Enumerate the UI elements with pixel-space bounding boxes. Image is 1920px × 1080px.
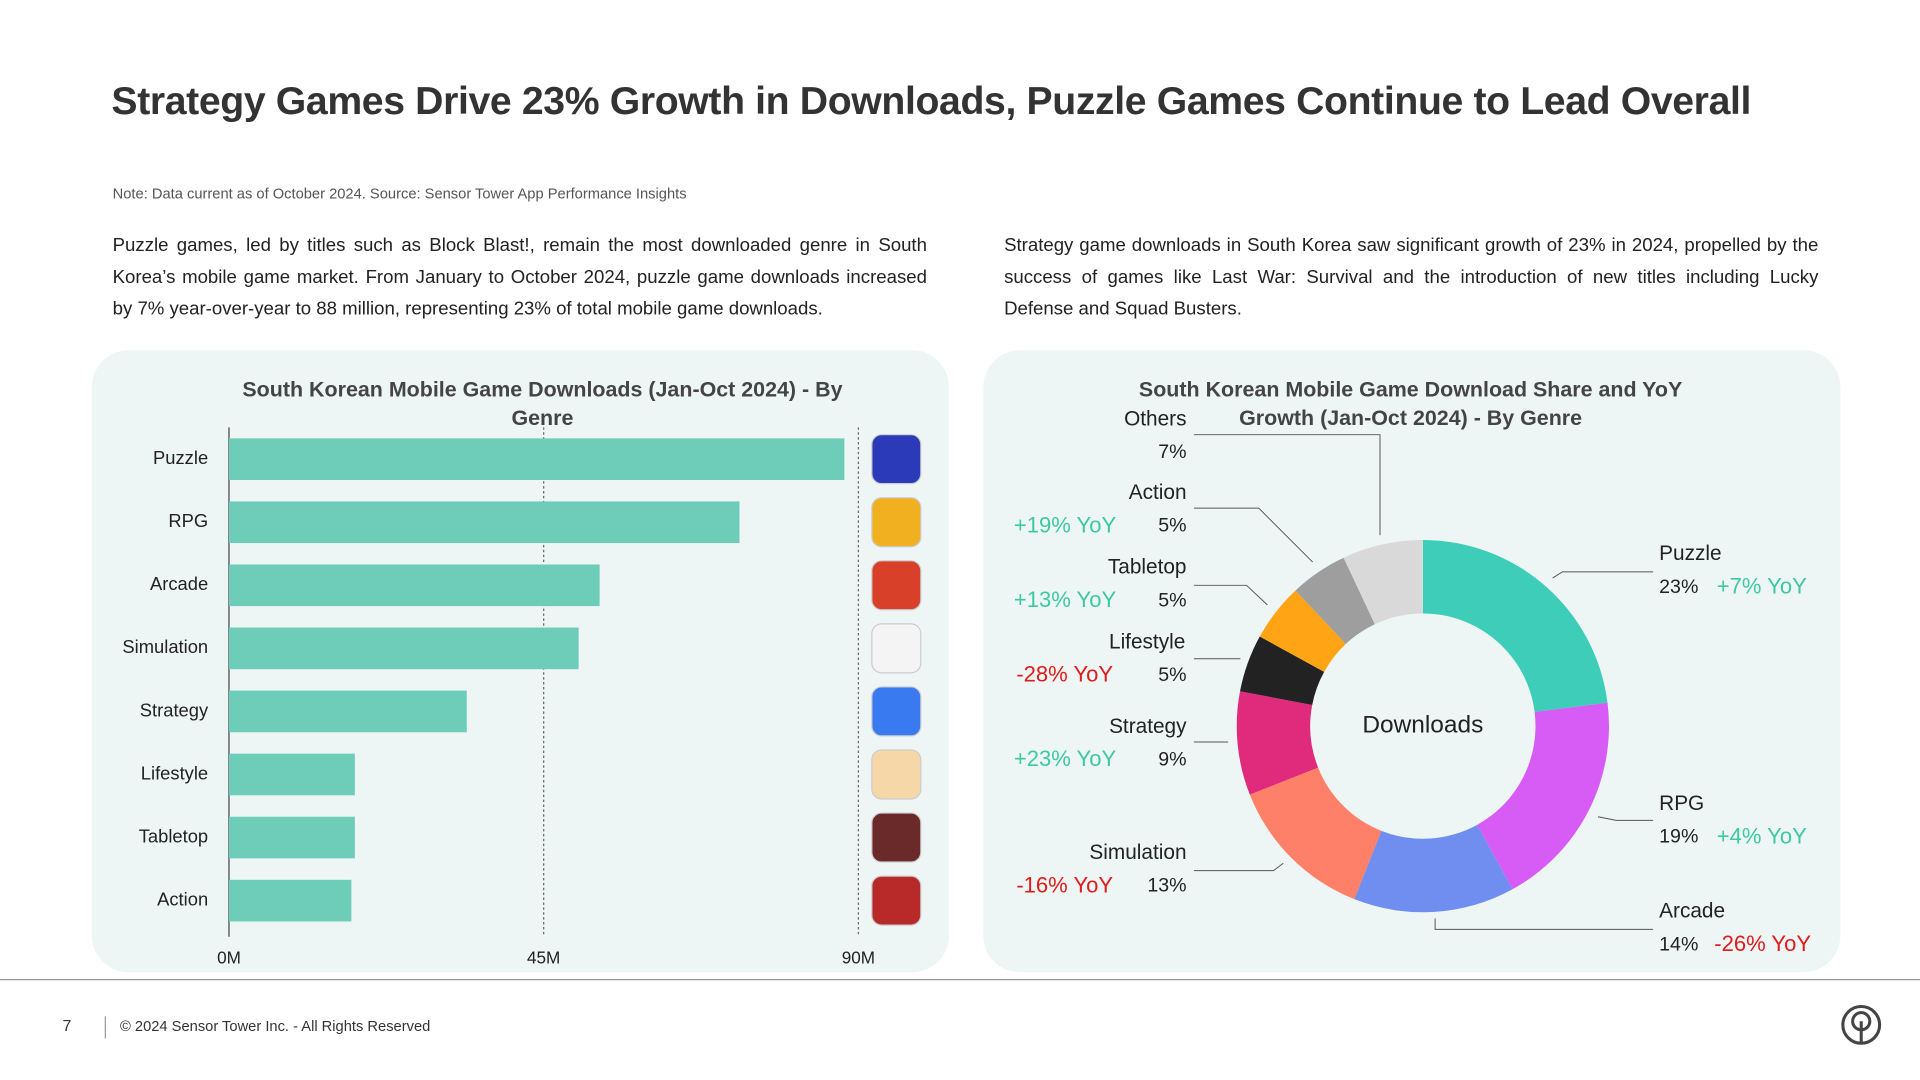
bar bbox=[228, 816, 355, 859]
yoy-label: -16% YoY bbox=[1016, 872, 1113, 897]
leader-line bbox=[1597, 816, 1654, 821]
value-label: 7% bbox=[1158, 441, 1186, 463]
bar bbox=[228, 501, 740, 544]
paragraph: Puzzle games, led by titles such as Bloc… bbox=[112, 235, 927, 320]
center-label: Downloads bbox=[1362, 712, 1483, 739]
slice-label: Action bbox=[1129, 481, 1187, 504]
bar bbox=[228, 753, 355, 796]
bar bbox=[228, 564, 600, 607]
leader-line bbox=[1193, 507, 1313, 563]
bar bbox=[228, 690, 467, 733]
slice-label: Strategy bbox=[1109, 715, 1187, 738]
y-tick-label: Simulation bbox=[122, 636, 208, 657]
chart-panel bbox=[983, 350, 1841, 973]
slice-label: Arcade bbox=[1659, 900, 1725, 923]
pie-slice bbox=[1240, 636, 1325, 706]
yoy-label: +13% YoY bbox=[1014, 587, 1117, 612]
chart-title: South Korean Mobile Game Downloads (Jan-… bbox=[242, 377, 843, 430]
app-icon bbox=[871, 560, 922, 611]
chart-title: South Korean Mobile Game Download Share … bbox=[1138, 377, 1683, 430]
y-tick-label: Puzzle bbox=[153, 447, 208, 468]
pie-slice bbox=[1249, 767, 1382, 900]
slice-label: Simulation bbox=[1089, 841, 1186, 864]
value-label: 5% bbox=[1158, 515, 1186, 537]
value-label: 5% bbox=[1158, 664, 1186, 686]
yoy-label: +19% YoY bbox=[1014, 512, 1117, 537]
leader-line bbox=[1434, 918, 1654, 930]
value-label: 14% bbox=[1659, 933, 1698, 955]
y-tick-label: Strategy bbox=[140, 699, 209, 720]
yoy-label: +7% YoY bbox=[1717, 574, 1807, 599]
y-tick-label: Lifestyle bbox=[141, 762, 208, 783]
pie-slice bbox=[1236, 691, 1319, 795]
slice-label: Others bbox=[1124, 408, 1186, 431]
app-icon bbox=[871, 875, 922, 926]
yoy-label: +4% YoY bbox=[1717, 823, 1807, 848]
x-tick-label: 0M bbox=[217, 947, 241, 967]
pie-slice bbox=[1343, 540, 1423, 625]
pie-slice bbox=[1477, 702, 1609, 890]
source-note: Note: Data current as of October 2024. S… bbox=[112, 184, 687, 203]
logo bbox=[1841, 1005, 1882, 1045]
app-icon bbox=[871, 623, 922, 674]
value-label: 19% bbox=[1659, 826, 1698, 848]
app-icon bbox=[871, 497, 922, 548]
app-icon bbox=[871, 812, 922, 863]
yoy-label: -26% YoY bbox=[1714, 931, 1811, 956]
pie-slice bbox=[1295, 557, 1375, 645]
value-label: 9% bbox=[1158, 749, 1186, 771]
y-tick-label: Tabletop bbox=[139, 825, 208, 846]
app-icon bbox=[871, 434, 922, 485]
slice-label: Puzzle bbox=[1659, 542, 1721, 565]
slice-label: Tabletop bbox=[1108, 556, 1187, 579]
pie-slice bbox=[1259, 590, 1346, 672]
value-label: 13% bbox=[1147, 875, 1186, 897]
slice-label: Lifestyle bbox=[1109, 630, 1185, 653]
bar bbox=[228, 438, 845, 480]
app-icon bbox=[871, 686, 922, 737]
value-label: 5% bbox=[1158, 589, 1186, 611]
bar bbox=[228, 879, 352, 922]
paragraph: Strategy game downloads in South Korea s… bbox=[1004, 235, 1819, 320]
bar bbox=[228, 627, 579, 670]
y-tick-label: RPG bbox=[168, 510, 208, 531]
leader-line bbox=[1193, 862, 1284, 872]
page-number: 7 bbox=[62, 1016, 72, 1035]
yoy-label: -28% YoY bbox=[1016, 662, 1113, 687]
y-tick-label: Arcade bbox=[150, 573, 208, 594]
app-icon bbox=[871, 749, 922, 800]
copyright: © 2024 Sensor Tower Inc. - All Rights Re… bbox=[120, 1017, 431, 1035]
leader-line bbox=[1193, 584, 1268, 606]
leader-line bbox=[1193, 434, 1381, 536]
leader-line bbox=[1552, 571, 1654, 579]
yoy-label: +23% YoY bbox=[1014, 746, 1117, 771]
slide-title: Strategy Games Drive 23% Growth in Downl… bbox=[111, 78, 1752, 123]
pie-slice bbox=[1422, 540, 1608, 713]
x-tick-label: 90M bbox=[842, 947, 875, 967]
x-tick-label: 45M bbox=[527, 947, 560, 967]
y-tick-label: Action bbox=[157, 888, 208, 909]
pie-slice bbox=[1354, 824, 1513, 913]
value-label: 23% bbox=[1659, 576, 1698, 598]
slice-label: RPG bbox=[1659, 792, 1704, 815]
